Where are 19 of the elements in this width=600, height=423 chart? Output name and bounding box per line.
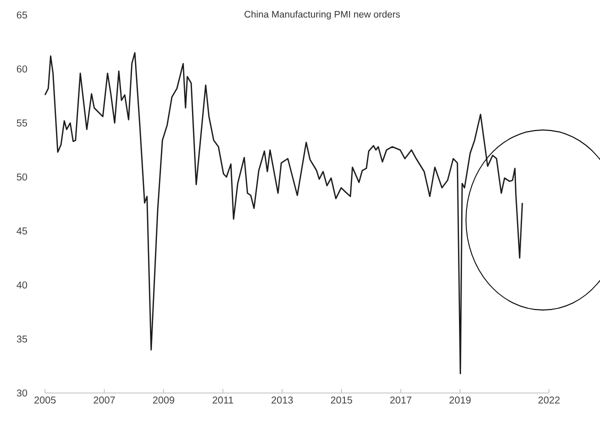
y-tick-label: 40 (16, 281, 28, 289)
x-tick-label: 2015 (330, 396, 352, 404)
x-tick-label: 2007 (94, 396, 115, 404)
y-tick-label: 45 (16, 228, 28, 234)
line-series (44, 52, 523, 374)
x-tick-label: 2017 (390, 396, 412, 404)
x-tick-label: 2005 (34, 396, 56, 404)
y-tick-label: 35 (16, 335, 28, 343)
y-tick-label: 65 (16, 11, 28, 19)
y-tick-label: 30 (16, 389, 28, 397)
y-tick-label: 50 (16, 173, 28, 181)
x-tick-label: 2022 (538, 396, 560, 404)
x-tick-label: 2011 (212, 396, 234, 404)
x-tick-label: 2019 (449, 396, 471, 404)
y-tick-label: 60 (16, 65, 28, 73)
x-tick-label: 2013 (272, 396, 293, 404)
y-tick-label: 55 (16, 120, 28, 126)
chart-title: China Manufacturing PMI new orders (244, 10, 400, 20)
x-tick-label: 2009 (153, 396, 174, 404)
